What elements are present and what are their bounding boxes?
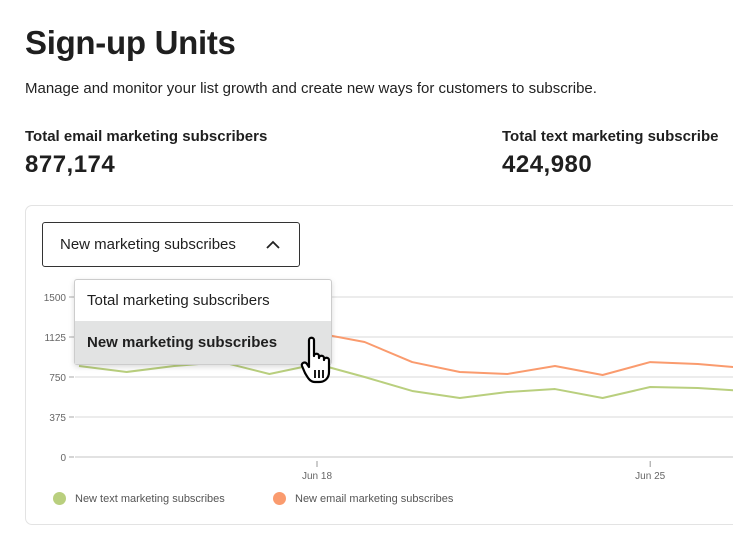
legend-dot-icon — [273, 492, 286, 505]
stat-value: 877,174 — [25, 151, 116, 178]
stat-text-subscribers: Total text marketing subscribe 424,980 — [502, 128, 730, 179]
page-title: Sign-up Units — [25, 24, 236, 61]
dropdown-menu: Total marketing subscribers New marketin… — [74, 279, 332, 365]
stat-label: Total email marketing subscribers — [25, 128, 268, 145]
menu-item-total[interactable]: Total marketing subscribers — [87, 292, 270, 309]
y-tick-label: 1125 — [44, 333, 66, 344]
page-subtitle: Manage and monitor your list growth and … — [25, 80, 597, 97]
legend-label: New email marketing subscribes — [295, 492, 454, 505]
legend-item-text[interactable]: New text marketing subscribes — [53, 492, 225, 505]
legend-label: New text marketing subscribes — [75, 492, 225, 505]
hand-pointer-cursor-icon — [300, 336, 331, 384]
y-tick-label: 750 — [49, 373, 66, 384]
dropdown-selected-value: New marketing subscribes — [60, 236, 236, 253]
legend-dot-icon — [53, 492, 66, 505]
stat-email-subscribers: Total email marketing subscribers 877,17… — [25, 128, 267, 179]
chart-card — [25, 205, 733, 525]
stat-value: 424,980 — [502, 151, 593, 178]
y-tick-label: 1500 — [44, 293, 67, 304]
metric-dropdown[interactable]: New marketing subscribes — [42, 222, 300, 267]
series-line-text — [78, 361, 733, 400]
chevron-up-icon — [266, 240, 280, 249]
legend-item-email[interactable]: New email marketing subscribes — [273, 492, 453, 505]
y-tick-label: 375 — [49, 413, 66, 424]
stat-label: Total text marketing subscribe — [502, 128, 719, 145]
menu-item-new[interactable]: New marketing subscribes — [75, 321, 331, 364]
y-tick-label: 0 — [60, 453, 66, 464]
x-tick-label: Jun 18 — [302, 471, 332, 480]
x-tick-label: Jun 25 — [635, 471, 665, 480]
